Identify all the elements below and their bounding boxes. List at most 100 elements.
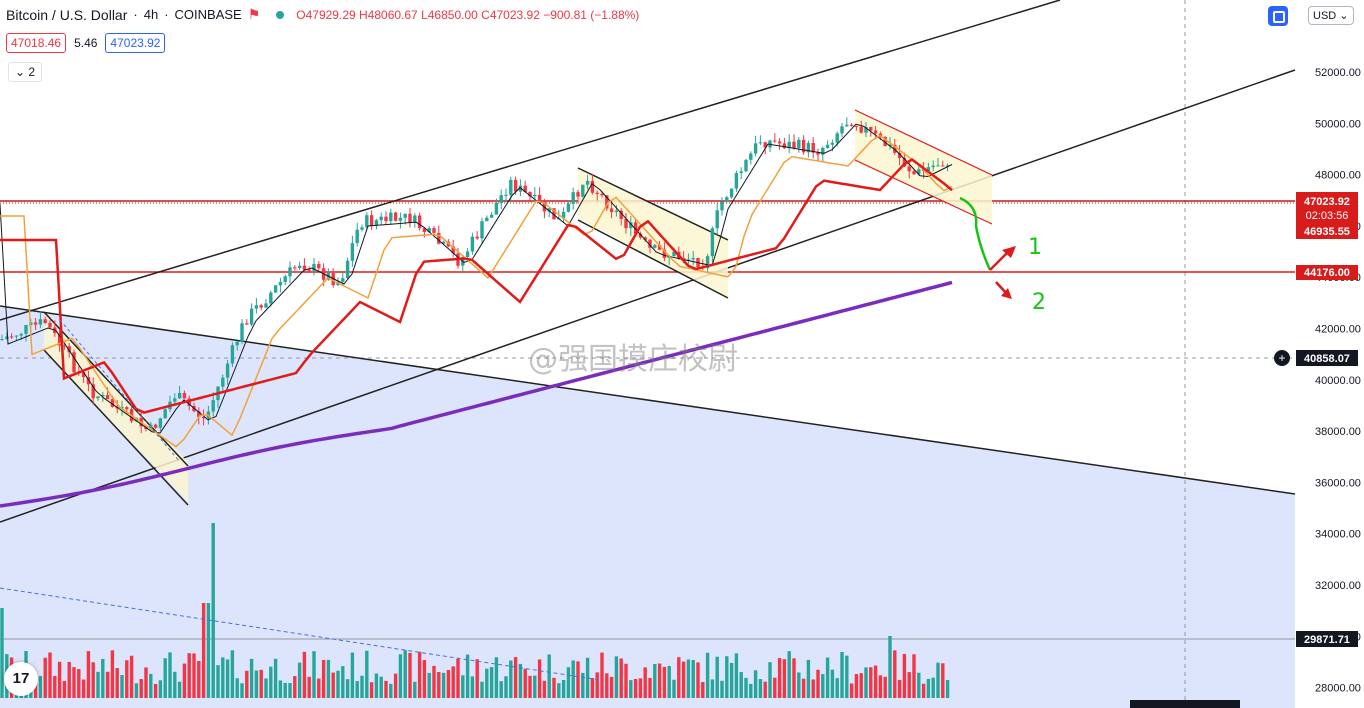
candle-body	[725, 197, 729, 202]
candle-body	[177, 392, 182, 399]
volume-bar	[197, 660, 201, 698]
candle-body	[835, 133, 839, 143]
candle-body	[374, 220, 379, 226]
bid-price[interactable]: 47018.46	[6, 33, 67, 53]
volume-bar	[461, 675, 465, 698]
volume-bar	[777, 658, 782, 698]
volume-bar	[86, 651, 91, 698]
volume-bar	[125, 660, 129, 698]
chevron-down-icon: ⌄	[1339, 10, 1349, 22]
indicators-toggle[interactable]: ⌄ 2	[8, 62, 43, 82]
volume-bar	[456, 658, 460, 698]
candle-body	[917, 169, 921, 175]
candle-body	[269, 292, 273, 304]
volume-bar	[355, 681, 359, 698]
volume-bar	[182, 663, 187, 698]
candle-body	[393, 212, 398, 221]
candle-body	[672, 251, 676, 257]
candle-body	[302, 265, 307, 270]
volume-bar	[480, 681, 484, 698]
volume-bar	[389, 683, 393, 698]
ma-purple-line	[0, 280, 953, 508]
volume-bar	[849, 683, 854, 698]
candle-body	[451, 246, 455, 254]
ohlc-values: O47929.29 H48060.67 L46850.00 C47023.92 …	[296, 8, 639, 22]
bull-flag-2	[578, 168, 728, 298]
screenshot-icon[interactable]	[1268, 6, 1288, 26]
candle-body	[893, 144, 897, 153]
volume-bar	[216, 665, 220, 698]
candle-body	[518, 185, 523, 192]
candle-body	[729, 188, 734, 198]
candle-body	[369, 215, 374, 226]
candle-body	[494, 202, 499, 215]
candle-body	[422, 228, 427, 233]
candle-body	[432, 228, 436, 233]
volume-bar	[888, 636, 892, 698]
volume-bar	[917, 672, 921, 698]
volume-bar	[465, 654, 470, 698]
candle-body	[264, 303, 268, 308]
volume-bar	[225, 659, 230, 698]
candle-body	[273, 285, 278, 293]
volume-bar	[158, 680, 163, 698]
candle-body	[470, 236, 475, 252]
volume-bar	[811, 679, 815, 698]
ask-price[interactable]: 47023.92	[105, 33, 166, 53]
volume-bar	[667, 665, 671, 698]
bull-flag-3-bottom	[854, 159, 993, 225]
flag-icon[interactable]: ⚑	[247, 6, 261, 22]
volume-bar	[499, 681, 503, 698]
volume-bar	[62, 680, 67, 698]
volume-bar	[53, 675, 57, 698]
volume-bar	[768, 662, 772, 698]
candle-body	[897, 152, 902, 159]
tradingview-logo[interactable]: 17	[4, 662, 38, 696]
interval[interactable]: 4h	[143, 7, 159, 22]
level-1-tag: 46935.55	[1296, 224, 1358, 239]
candle-body	[24, 325, 28, 334]
volume-bar	[528, 675, 532, 698]
volume-bar	[609, 676, 614, 698]
price-tick-label: 42000.00	[1315, 324, 1361, 336]
volume-bar	[585, 657, 590, 698]
volume-bar	[931, 677, 935, 698]
volume-bar	[941, 663, 945, 698]
volume-bar	[504, 676, 508, 698]
volume-bar	[211, 523, 215, 698]
volume-bar	[485, 668, 489, 698]
volume-bar	[345, 679, 350, 698]
volume-bar	[96, 671, 100, 698]
candle-body	[201, 417, 206, 419]
volume-bar	[38, 676, 43, 698]
candle-body	[537, 194, 542, 203]
volume-bar	[446, 669, 451, 698]
volume-bar	[43, 657, 47, 698]
symbol-name[interactable]: Bitcoin / U.S. Dollar	[6, 6, 128, 23]
current-price-tag: 47023.92 02:03:56	[1296, 192, 1358, 224]
volume-bar	[240, 683, 244, 698]
candle-body	[173, 398, 177, 402]
candle-body	[283, 276, 287, 283]
candle-body	[254, 305, 259, 309]
candle-body	[561, 211, 566, 219]
volume-bar	[715, 656, 719, 698]
symbol-header[interactable]: Bitcoin / U.S. Dollar · 4h · COINBASE ⚑ …	[6, 6, 640, 23]
volume-bar	[686, 659, 691, 698]
volume-bar	[201, 603, 206, 698]
volume-bar	[792, 658, 796, 698]
candle-body	[417, 215, 422, 229]
volume-bar	[797, 672, 801, 698]
candle-body	[403, 213, 407, 218]
volume-bar	[561, 679, 566, 698]
volume-bar	[840, 651, 844, 698]
volume-bar	[283, 682, 287, 698]
svg-text:46935.55: 46935.55	[1304, 226, 1350, 238]
candle-body	[0, 339, 4, 341]
currency-select[interactable]: USD ⌄	[1308, 6, 1354, 25]
crosshair-price-tag: + 40858.07	[1274, 350, 1358, 366]
volume-bar	[533, 675, 537, 698]
volume-bar	[177, 681, 182, 698]
flag-dashed	[59, 319, 181, 463]
